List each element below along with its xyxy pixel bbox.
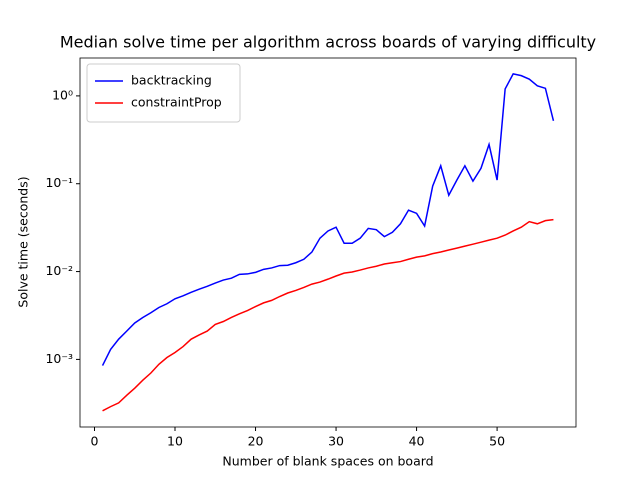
y-tick-label: 10⁻¹ bbox=[45, 175, 73, 190]
data-line bbox=[102, 218, 554, 412]
data-line bbox=[101, 73, 555, 366]
legend-label: constraintProp bbox=[131, 95, 222, 110]
x-axis-label: Number of blank spaces on board bbox=[222, 454, 433, 469]
y-tick-label: 10⁻² bbox=[45, 263, 73, 278]
legend-label: backtracking bbox=[131, 73, 212, 88]
x-tick-label: 20 bbox=[248, 434, 264, 449]
x-tick-label: 0 bbox=[91, 434, 99, 449]
x-tick-label: 30 bbox=[328, 434, 344, 449]
y-axis-label: Solve time (seconds) bbox=[16, 176, 31, 307]
x-tick-label: 50 bbox=[489, 434, 505, 449]
x-tick-label: 40 bbox=[409, 434, 425, 449]
chart-title: Median solve time per algorithm across b… bbox=[60, 33, 596, 52]
y-tick-label: 10⁻³ bbox=[45, 351, 73, 366]
plot-frame bbox=[79, 57, 577, 428]
y-tick-label: 10⁰ bbox=[52, 87, 73, 102]
legend-box bbox=[86, 63, 241, 123]
x-tick-label: 10 bbox=[167, 434, 183, 449]
